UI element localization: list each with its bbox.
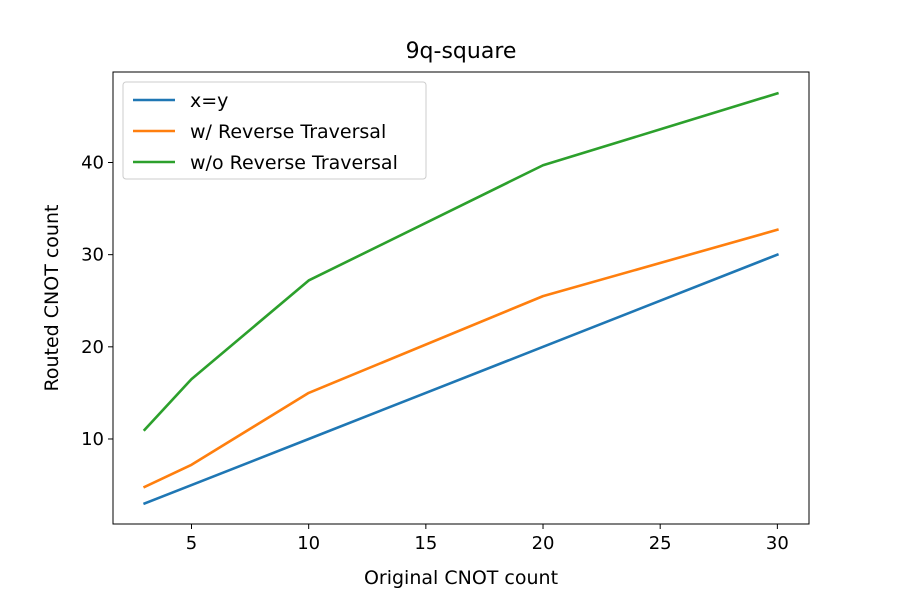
y-tick-label-1: 20 <box>81 337 104 358</box>
legend-box <box>122 81 427 180</box>
x-tick-label-5: 30 <box>766 533 789 554</box>
y-tick-label-0: 10 <box>81 429 104 450</box>
x-tick-label-4: 25 <box>649 533 672 554</box>
x-tick-label-2: 15 <box>414 533 437 554</box>
x-axis-label: Original CNOT count <box>364 567 558 589</box>
x-tick-label-1: 10 <box>297 533 320 554</box>
legend-entries: x=y w/ Reverse Traversal w/o Reverse Trave… <box>133 90 398 174</box>
y-tick-label-3: 40 <box>81 153 104 174</box>
legend: x=y w/ Reverse Traversal w/o Reverse Trave… <box>122 81 427 180</box>
x-tick-label-3: 20 <box>532 533 555 554</box>
y-axis-ticks: 10 20 30 40 <box>81 153 113 450</box>
series-line-2 <box>142 91 779 432</box>
plot-frame <box>112 71 810 525</box>
y-axis-label: Routed CNOT count <box>41 205 63 392</box>
legend-label-0: x=y <box>190 90 228 112</box>
y-tick-label-2: 30 <box>81 245 104 266</box>
x-tick-label-0: 5 <box>186 533 197 554</box>
x-axis-ticks: 5 10 15 20 25 30 <box>186 524 789 554</box>
series-lines <box>142 91 780 506</box>
series-line-0 <box>142 252 780 506</box>
series-line-1 <box>142 228 779 489</box>
chart-title: 9q-square <box>406 39 517 64</box>
legend-label-1: w/ Reverse Traversal <box>190 121 386 143</box>
legend-label-2: w/o Reverse Traversal <box>190 152 398 174</box>
